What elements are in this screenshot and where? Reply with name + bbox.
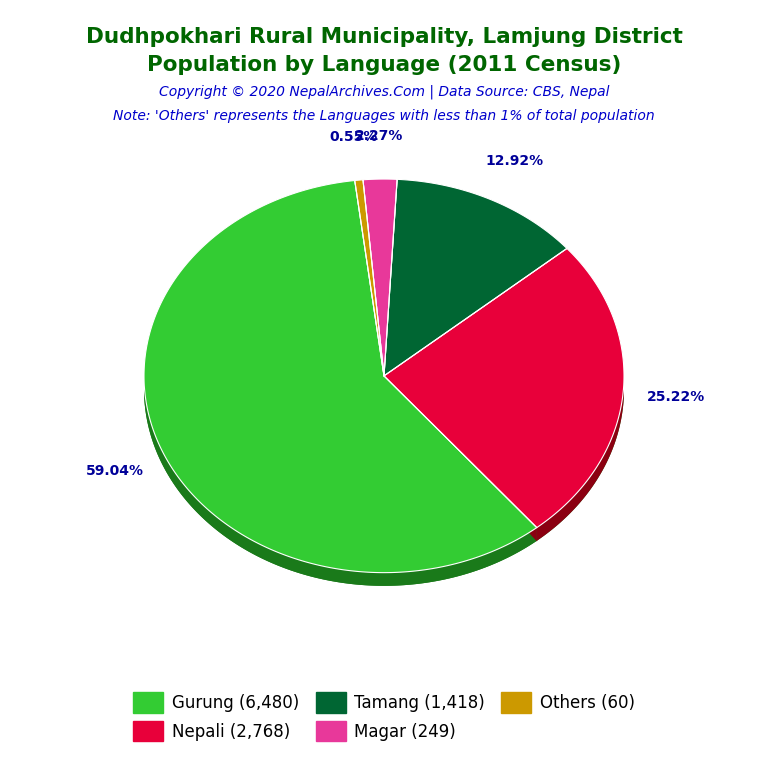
Polygon shape bbox=[537, 376, 624, 541]
Text: 59.04%: 59.04% bbox=[86, 464, 144, 478]
Text: 2.27%: 2.27% bbox=[355, 129, 403, 143]
Text: Note: 'Others' represents the Languages with less than 1% of total population: Note: 'Others' represents the Languages … bbox=[113, 109, 655, 123]
Polygon shape bbox=[384, 248, 624, 528]
Polygon shape bbox=[144, 376, 537, 586]
Polygon shape bbox=[384, 180, 567, 376]
Polygon shape bbox=[144, 180, 537, 573]
Text: Dudhpokhari Rural Municipality, Lamjung District: Dudhpokhari Rural Municipality, Lamjung … bbox=[85, 27, 683, 47]
Text: 25.22%: 25.22% bbox=[647, 390, 705, 404]
Polygon shape bbox=[355, 180, 384, 376]
Legend: Gurung (6,480), Nepali (2,768), Tamang (1,418), Magar (249), Others (60): Gurung (6,480), Nepali (2,768), Tamang (… bbox=[127, 686, 641, 748]
Text: Copyright © 2020 NepalArchives.Com | Data Source: CBS, Nepal: Copyright © 2020 NepalArchives.Com | Dat… bbox=[159, 84, 609, 99]
Polygon shape bbox=[384, 376, 537, 541]
Text: 0.55%: 0.55% bbox=[329, 130, 378, 144]
Polygon shape bbox=[144, 376, 624, 586]
Text: 12.92%: 12.92% bbox=[485, 154, 543, 167]
Polygon shape bbox=[384, 376, 537, 541]
Polygon shape bbox=[363, 179, 397, 376]
Text: Population by Language (2011 Census): Population by Language (2011 Census) bbox=[147, 55, 621, 75]
